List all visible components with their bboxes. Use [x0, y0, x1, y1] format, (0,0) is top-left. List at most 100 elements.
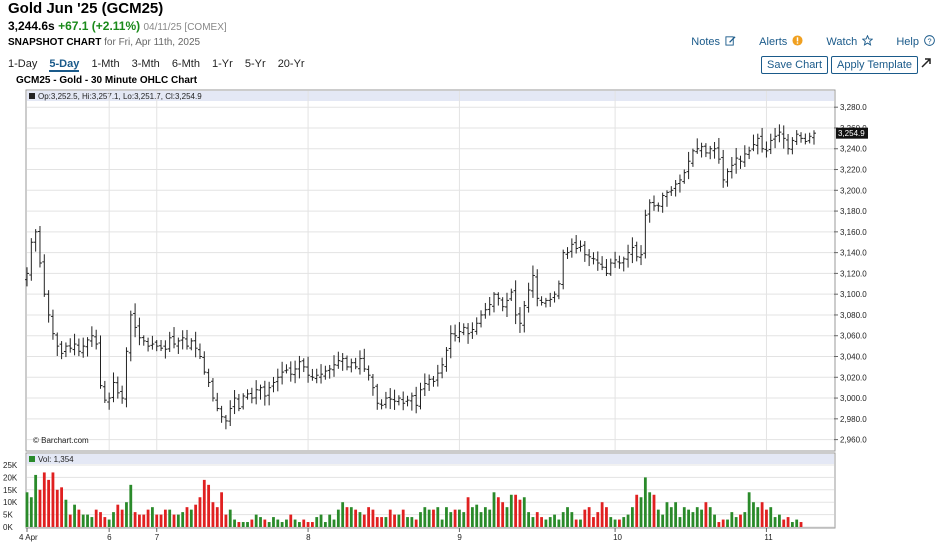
ohlc-bar: [574, 235, 579, 254]
tab-6-mth[interactable]: 6-Mth: [171, 58, 200, 70]
ohlc-bar: [504, 292, 509, 317]
price-panel: [25, 89, 836, 452]
price-panel-header: [27, 91, 834, 101]
volume-bar: [531, 517, 535, 527]
volume-bar: [605, 507, 608, 527]
ohlc-bar: [803, 133, 808, 145]
price-tick-label: 2,960.0: [840, 436, 867, 445]
ohlc-bar: [392, 389, 397, 410]
volume-bar: [207, 484, 211, 527]
ohlc-bar: [556, 280, 561, 300]
tab-1-day[interactable]: 1-Day: [8, 58, 38, 70]
volume-bar: [172, 514, 176, 527]
ohlc-bar: [46, 290, 51, 323]
ohlc-bar: [210, 378, 215, 402]
volume-bar: [189, 509, 193, 527]
tab-3-mth[interactable]: 3-Mth: [131, 58, 160, 70]
price-tick-label: 3,020.0: [840, 373, 867, 382]
ohlc-bar: [760, 127, 765, 153]
ohlc-bar: [189, 338, 194, 351]
volume-bar: [220, 492, 223, 527]
notes-link[interactable]: Notes: [681, 36, 736, 48]
volume-bar: [328, 514, 332, 527]
volume-bar: [302, 519, 306, 527]
ohlc-label: Op:3,252.5, Hi:3,257.1, Lo:3,251.7, Cl:3…: [38, 92, 202, 101]
volume-bar: [259, 517, 262, 527]
tab-5-day[interactable]: 5-Day: [49, 58, 80, 72]
price-tick-label: 3,060.0: [840, 332, 867, 341]
apply-template-button[interactable]: Apply Template: [831, 56, 919, 74]
volume-bar: [501, 502, 505, 527]
volume-bar: [795, 519, 799, 527]
ohlc-bar: [401, 391, 406, 411]
ohlc-bar: [81, 337, 86, 358]
volume-bar: [406, 517, 409, 527]
ohlc-marker-icon: [29, 93, 35, 99]
ohlc-bar: [742, 145, 747, 167]
volume-bar: [38, 489, 42, 527]
volume-bar: [544, 519, 548, 527]
volume-bar: [397, 514, 401, 527]
alerts-link[interactable]: Alerts: [749, 35, 803, 48]
price-tick-label: 3,040.0: [840, 353, 867, 362]
ohlc-bar: [474, 317, 479, 335]
volume-bar: [185, 507, 189, 527]
expand-icon[interactable]: [920, 57, 932, 69]
volume-bar: [609, 517, 613, 527]
volume-bar: [138, 514, 141, 527]
volume-bar: [782, 519, 786, 527]
ohlc-bar: [414, 386, 419, 414]
tab-1-yr[interactable]: 1-Yr: [212, 58, 233, 70]
volume-bar: [25, 492, 29, 527]
volume-bar: [687, 509, 690, 527]
volume-bar: [765, 509, 768, 527]
volume-bar: [436, 507, 440, 527]
volume-bar: [734, 517, 738, 527]
volume-bar: [445, 507, 448, 527]
volume-bar: [263, 519, 267, 527]
volume-bar: [233, 519, 236, 527]
ohlc-bar: [543, 297, 548, 308]
volume-bar: [393, 514, 396, 527]
price-tick-label: 3,000.0: [840, 394, 867, 403]
volume-bar: [752, 502, 755, 527]
volume-bar: [384, 517, 388, 527]
ohlc-bar: [682, 169, 687, 184]
ohlc-bar: [137, 317, 142, 346]
volume-bar: [181, 512, 185, 527]
ohlc-bar: [223, 414, 228, 430]
ohlc-bar: [396, 395, 401, 406]
edit-icon: [725, 36, 736, 46]
watch-link[interactable]: Watch: [816, 35, 874, 48]
help-link[interactable]: Help ?: [886, 35, 935, 48]
volume-bar: [579, 519, 582, 527]
notes-label: Notes: [691, 36, 721, 48]
volume-bar: [535, 512, 539, 527]
volume-bar: [479, 512, 483, 527]
volume-bar: [68, 514, 72, 527]
ohlc-bar: [184, 329, 189, 350]
volume-bar: [423, 507, 427, 527]
volume-bar: [345, 507, 349, 527]
tab-20-yr[interactable]: 20-Yr: [277, 58, 305, 70]
volume-bar: [648, 492, 652, 527]
watermark: © Barchart.com: [33, 436, 89, 445]
ohlc-bar: [409, 392, 414, 411]
tab-1-mth[interactable]: 1-Mth: [91, 58, 120, 70]
ohlc-bar: [241, 393, 246, 410]
volume-bar: [691, 512, 695, 527]
volume-bar: [159, 514, 163, 527]
ohlc-bar: [42, 254, 47, 297]
volume-bar: [280, 522, 284, 527]
save-chart-button[interactable]: Save Chart: [761, 56, 829, 74]
ohlc-bar: [120, 385, 125, 404]
volume-bar: [618, 519, 621, 527]
ohlc-bar: [215, 392, 220, 412]
volume-bar: [682, 507, 686, 527]
volume-bar: [116, 504, 120, 527]
volume-bar: [790, 522, 794, 527]
tab-5-yr[interactable]: 5-Yr: [244, 58, 266, 70]
ohlc-bar: [154, 340, 159, 352]
volume-bar: [769, 507, 773, 527]
volume-bar: [142, 514, 146, 527]
